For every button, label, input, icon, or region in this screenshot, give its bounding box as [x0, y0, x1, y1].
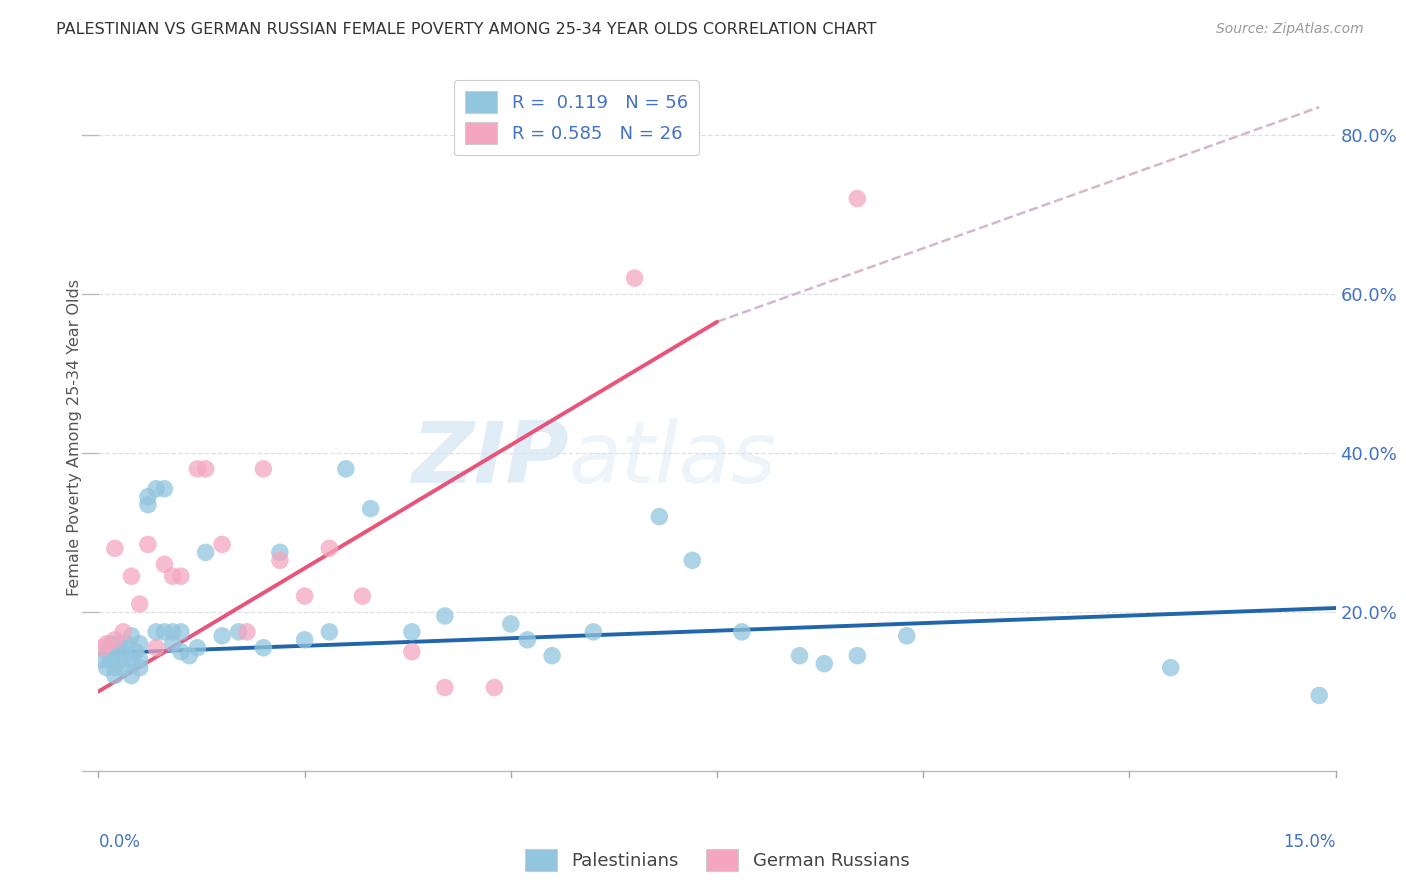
Point	[136, 490, 159, 504]
Point	[120, 629, 142, 643]
Point	[360, 501, 382, 516]
Point	[252, 640, 274, 655]
Point	[136, 498, 159, 512]
Text: PALESTINIAN VS GERMAN RUSSIAN FEMALE POVERTY AMONG 25-34 YEAR OLDS CORRELATION C: PALESTINIAN VS GERMAN RUSSIAN FEMALE POV…	[56, 22, 877, 37]
Point	[623, 271, 645, 285]
Point	[120, 569, 142, 583]
Point	[401, 624, 423, 639]
Point	[499, 616, 522, 631]
Point	[179, 648, 201, 663]
Point	[1160, 660, 1182, 674]
Point	[145, 624, 167, 639]
Point	[269, 545, 291, 559]
Point	[401, 645, 423, 659]
Point	[162, 637, 184, 651]
Point	[236, 624, 259, 639]
Text: 15.0%: 15.0%	[1284, 832, 1336, 851]
Point	[846, 648, 869, 663]
Point	[484, 681, 506, 695]
Text: 0.0%: 0.0%	[98, 832, 141, 851]
Point	[731, 624, 754, 639]
Point	[228, 624, 250, 639]
Point	[96, 637, 118, 651]
Point	[96, 660, 118, 674]
Point	[120, 653, 142, 667]
Point	[194, 545, 217, 559]
Point	[153, 482, 176, 496]
Point	[186, 462, 208, 476]
Point	[582, 624, 605, 639]
Point	[186, 640, 208, 655]
Point	[318, 624, 340, 639]
Point	[91, 653, 114, 667]
Point	[516, 632, 538, 647]
Point	[104, 668, 127, 682]
Point	[896, 629, 918, 643]
Point	[153, 624, 176, 639]
Point	[112, 624, 135, 639]
Point	[352, 589, 374, 603]
Point	[112, 660, 135, 674]
Point	[162, 624, 184, 639]
Point	[846, 192, 869, 206]
Point	[124, 645, 146, 659]
Point	[170, 569, 193, 583]
Point	[145, 482, 167, 496]
Point	[252, 462, 274, 476]
Point	[145, 640, 167, 655]
Point	[104, 632, 127, 647]
Point	[112, 645, 135, 659]
Point	[433, 681, 456, 695]
Point	[335, 462, 357, 476]
Legend: Palestinians, German Russians: Palestinians, German Russians	[517, 841, 917, 878]
Point	[100, 653, 122, 667]
Point	[112, 653, 135, 667]
Point	[269, 553, 291, 567]
Point	[104, 660, 127, 674]
Point	[648, 509, 671, 524]
Point	[108, 637, 131, 651]
Text: Source: ZipAtlas.com: Source: ZipAtlas.com	[1216, 22, 1364, 37]
Point	[104, 645, 127, 659]
Point	[117, 637, 139, 651]
Point	[96, 645, 118, 659]
Point	[813, 657, 835, 671]
Point	[162, 569, 184, 583]
Point	[541, 648, 564, 663]
Point	[136, 537, 159, 551]
Point	[128, 597, 150, 611]
Text: ZIP: ZIP	[411, 417, 568, 500]
Point	[433, 609, 456, 624]
Point	[789, 648, 811, 663]
Point	[318, 541, 340, 556]
Point	[104, 541, 127, 556]
Point	[153, 558, 176, 572]
Point	[100, 637, 122, 651]
Y-axis label: Female Poverty Among 25-34 Year Olds: Female Poverty Among 25-34 Year Olds	[67, 278, 83, 596]
Point	[128, 660, 150, 674]
Point	[120, 668, 142, 682]
Text: atlas: atlas	[568, 417, 776, 500]
Point	[1308, 689, 1330, 703]
Point	[294, 632, 316, 647]
Point	[91, 640, 114, 655]
Point	[211, 629, 233, 643]
Point	[128, 653, 150, 667]
Point	[128, 637, 150, 651]
Point	[194, 462, 217, 476]
Point	[211, 537, 233, 551]
Point	[170, 624, 193, 639]
Point	[170, 645, 193, 659]
Point	[681, 553, 703, 567]
Point	[294, 589, 316, 603]
